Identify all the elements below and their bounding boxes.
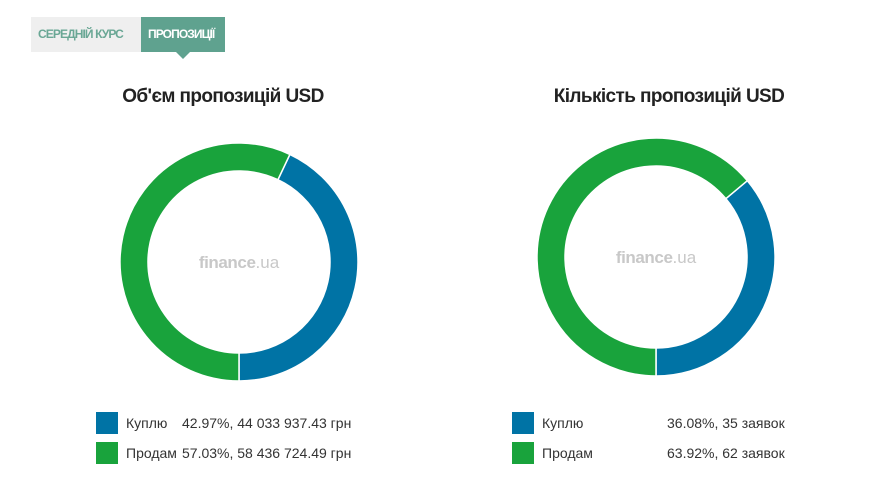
- chart-title: Кількість пропозицій USD: [553, 86, 785, 107]
- watermark-logo: finance.ua: [199, 253, 280, 272]
- legend-label-sell: Продам: [542, 445, 593, 461]
- slice-buy[interactable]: [238, 153, 359, 382]
- tab-offers[interactable]: ПРОПОЗИЦІЇ: [141, 17, 225, 59]
- watermark-logo: finance.ua: [616, 248, 697, 267]
- chart-title: Об'єм пропозицій USD: [122, 86, 324, 107]
- donut-chart: finance.ua: [536, 137, 776, 377]
- volume-chart: Об'єм пропозицій USD finance.ua Куплю 42…: [96, 86, 359, 464]
- legend-item-buy: Куплю 36.08%, 35 заявок: [512, 412, 785, 434]
- legend-label-buy: Куплю: [542, 415, 584, 431]
- legend-label-buy: Куплю: [126, 415, 168, 431]
- tab-average-rate[interactable]: СЕРЕДНІЙ КУРС: [31, 17, 141, 52]
- legend-swatch-buy: [96, 412, 118, 434]
- legend-swatch-sell: [512, 442, 534, 464]
- legend-item-sell: Продам 57.03%, 58 436 724.49 грн: [96, 442, 351, 464]
- slice-buy[interactable]: [655, 179, 776, 377]
- legend-swatch-buy: [512, 412, 534, 434]
- legend-item-sell: Продам 63.92%, 62 заявок: [512, 442, 785, 464]
- slice-sell[interactable]: [119, 142, 291, 382]
- legend-label-sell: Продам: [126, 445, 177, 461]
- legend-item-buy: Куплю 42.97%, 44 033 937.43 грн: [96, 412, 351, 434]
- count-chart: Кількість пропозицій USD finance.ua Купл…: [446, 0, 892, 481]
- slice-sell[interactable]: [536, 137, 749, 377]
- legend-value-sell: 63.92%, 62 заявок: [667, 445, 785, 461]
- legend-swatch-sell: [96, 442, 118, 464]
- tab-bar: СЕРЕДНІЙ КУРС ПРОПОЗИЦІЇ: [31, 17, 225, 59]
- legend-value-buy: 36.08%, 35 заявок: [667, 415, 785, 431]
- legend-value-buy: 42.97%, 44 033 937.43 грн: [182, 415, 352, 431]
- legend-value-sell: 57.03%, 58 436 724.49 грн: [182, 445, 352, 461]
- donut-chart: finance.ua: [119, 142, 359, 382]
